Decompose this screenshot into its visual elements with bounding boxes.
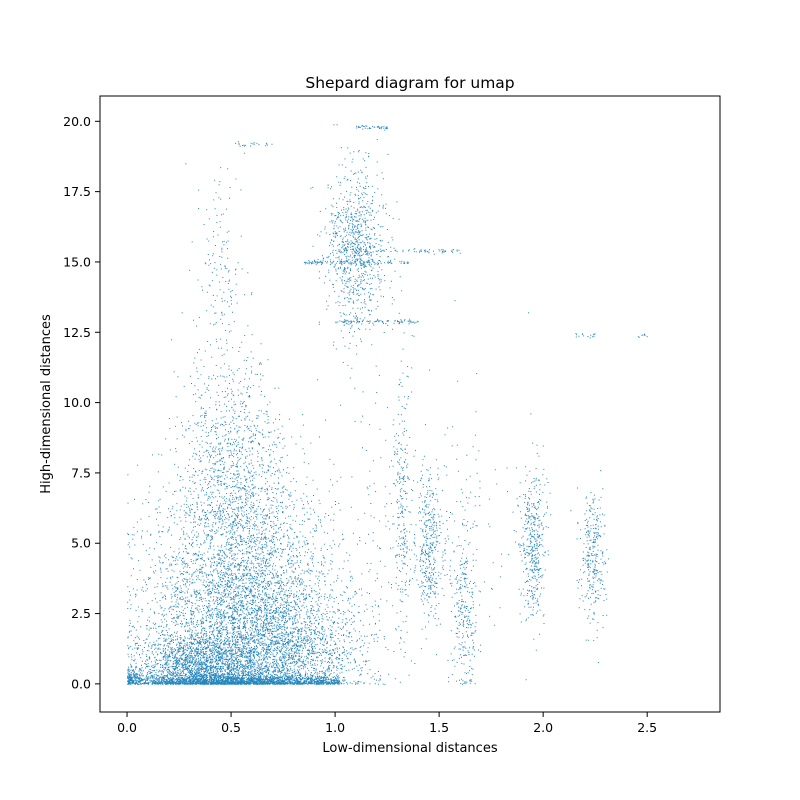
y-tick-label: 10.0 xyxy=(63,395,91,410)
y-tick-label: 7.5 xyxy=(71,465,91,480)
x-axis-label: Low-dimensional distances xyxy=(322,741,497,756)
x-tick-label: 2.5 xyxy=(637,720,657,735)
y-tick-label: 0.0 xyxy=(71,676,91,691)
x-tick-label: 2.0 xyxy=(533,720,553,735)
y-tick-label: 5.0 xyxy=(71,536,91,551)
x-axis-ticks: 0.0 0.5 1.0 1.5 2.0 2.5 xyxy=(117,712,657,735)
x-tick-label: 1.5 xyxy=(429,720,449,735)
x-tick-label: 0.5 xyxy=(221,720,241,735)
y-tick-label: 20.0 xyxy=(63,114,91,129)
scatter-points xyxy=(127,124,648,685)
x-tick-label: 0.0 xyxy=(117,720,137,735)
x-tick-label: 1.0 xyxy=(325,720,345,735)
chart-title: Shepard diagram for umap xyxy=(305,74,514,92)
y-tick-label: 15.0 xyxy=(63,254,91,269)
plot-frame xyxy=(99,95,721,713)
y-axis-ticks: 0.0 2.5 5.0 7.5 10.0 12.5 15.0 17.5 20.0 xyxy=(63,114,100,691)
scatter-point-cloud xyxy=(127,124,648,685)
y-tick-label: 12.5 xyxy=(63,325,91,340)
y-tick-label: 2.5 xyxy=(71,606,91,621)
y-tick-label: 17.5 xyxy=(63,184,91,199)
y-axis-label: High-dimensional distances xyxy=(39,314,54,494)
